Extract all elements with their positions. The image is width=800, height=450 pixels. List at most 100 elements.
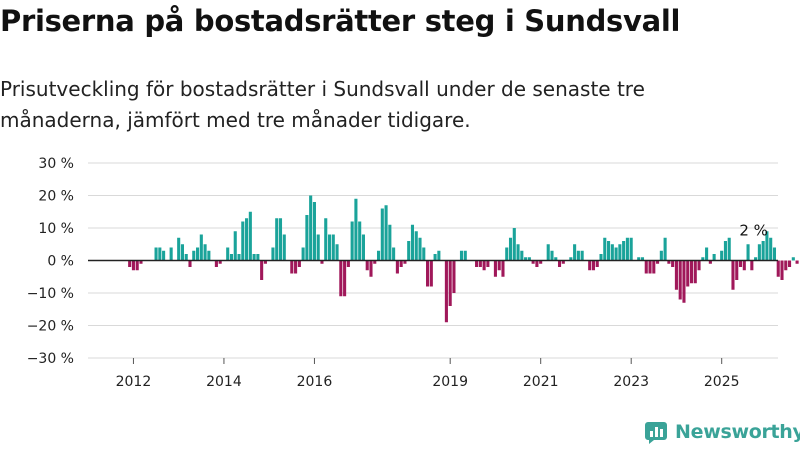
bar (218, 260, 222, 264)
bar (524, 257, 528, 261)
x-axis: 2012 2014 2016 2019 2021 2023 2025 (116, 358, 740, 390)
bar (618, 244, 622, 261)
bar (591, 260, 596, 271)
bar (527, 257, 531, 261)
bar (784, 260, 788, 271)
bar (410, 224, 415, 261)
bar (520, 250, 524, 261)
x-tick-label: 2023 (613, 374, 649, 390)
y-tick-label: −30 % (27, 351, 74, 367)
bar (429, 260, 433, 287)
bar (154, 247, 158, 261)
bar (358, 221, 362, 261)
y-tick-label: 0 % (47, 254, 74, 270)
bar (780, 260, 784, 280)
bar (776, 260, 780, 277)
bar (505, 247, 509, 261)
bar (682, 260, 686, 303)
bar (607, 241, 611, 261)
bar (403, 260, 407, 264)
bar (309, 195, 313, 261)
bar (196, 247, 200, 261)
bar (361, 234, 365, 261)
bar-series (128, 195, 799, 323)
bar (335, 244, 339, 261)
bar (554, 257, 558, 261)
bar (177, 237, 181, 261)
bar (192, 250, 196, 261)
bar (603, 237, 607, 261)
bar (226, 247, 230, 261)
bar (233, 231, 237, 261)
bar (674, 260, 678, 290)
bar (418, 237, 422, 261)
bar (245, 218, 249, 261)
bar (656, 260, 660, 264)
bar (188, 260, 192, 267)
bar (648, 260, 652, 274)
bar (667, 260, 671, 264)
y-tick-label: 20 % (38, 189, 74, 205)
bar (640, 257, 645, 261)
bar (508, 237, 513, 261)
chart-title: Priserna på bostadsrätter steg i Sundsva… (0, 4, 681, 38)
bar (180, 244, 184, 261)
y-tick-label: 30 % (38, 156, 74, 172)
bar (754, 257, 758, 261)
bar (569, 257, 573, 261)
bar (256, 254, 260, 261)
bar (746, 244, 750, 261)
y-tick-label: 10 % (38, 221, 74, 237)
bar (399, 260, 403, 267)
bar (501, 260, 505, 277)
bar (693, 260, 697, 284)
bar (139, 260, 143, 264)
bar (407, 241, 411, 261)
annotation: 2 % (739, 221, 768, 239)
bar (327, 234, 332, 261)
bar (324, 218, 328, 261)
bar (278, 218, 283, 261)
bar (184, 254, 188, 261)
bar (162, 250, 166, 261)
bar (595, 260, 599, 267)
bar (395, 260, 399, 274)
bar (497, 260, 501, 271)
bar (644, 260, 648, 274)
bar (241, 221, 245, 261)
bar (312, 202, 316, 261)
bar (610, 244, 614, 261)
x-tick-label: 2021 (523, 374, 559, 390)
bar (128, 260, 132, 267)
bar (452, 260, 456, 293)
bar (316, 234, 320, 261)
bar (701, 257, 705, 261)
bar (459, 250, 464, 261)
bar (305, 215, 309, 261)
bar (671, 260, 675, 267)
bar (663, 237, 667, 261)
bar (659, 250, 663, 261)
x-tick-label: 2014 (206, 374, 242, 390)
bar (207, 250, 211, 261)
bar (795, 260, 799, 264)
bar (516, 244, 520, 261)
bar (580, 250, 584, 261)
bar (350, 221, 354, 261)
bar (546, 244, 550, 261)
bar (576, 250, 580, 261)
x-tick-label: 2016 (297, 374, 333, 390)
bar (561, 260, 565, 264)
bar (263, 260, 267, 264)
x-tick-label: 2019 (432, 374, 468, 390)
bar (131, 260, 135, 271)
bar (433, 254, 437, 261)
bar (463, 250, 467, 261)
bar (769, 237, 773, 261)
bar (158, 247, 162, 261)
bar (735, 260, 739, 280)
bar (731, 260, 735, 290)
bar (772, 247, 777, 261)
bar (486, 260, 490, 267)
bar (705, 247, 709, 261)
